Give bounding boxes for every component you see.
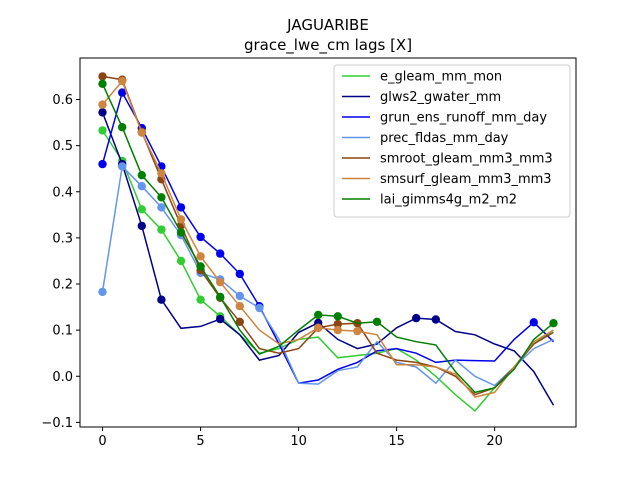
data-point-smsurf_gleam_mm3_mm3 bbox=[98, 100, 107, 109]
data-point-prec_fldas_mm_day bbox=[235, 291, 244, 301]
data-point-smsurf_gleam_mm3_mm3 bbox=[235, 302, 244, 311]
data-point-prec_fldas_mm_day bbox=[137, 182, 146, 191]
data-point-prec_fldas_mm_day bbox=[118, 162, 127, 171]
data-point-glws2_gwater_mm bbox=[157, 295, 166, 304]
data-point-lai_gimms4g_m2_m2 bbox=[333, 312, 342, 321]
data-point-lai_gimms4g_m2_m2 bbox=[137, 171, 146, 180]
data-point-prec_fldas_mm_day bbox=[98, 287, 107, 297]
data-point-smroot_gleam_mm3_mm3 bbox=[235, 317, 244, 326]
y-tick-label: 0.4 bbox=[52, 185, 73, 200]
chart-title: JAGUARIBE bbox=[286, 16, 369, 34]
data-point-smroot_gleam_mm3_mm3 bbox=[98, 72, 107, 81]
data-point-grun_ens_runoff_mm_day bbox=[235, 269, 244, 279]
data-point-smsurf_gleam_mm3_mm3 bbox=[196, 252, 205, 261]
legend-label-lai_gimms4g_m2_m2: lai_gimms4g_m2_m2 bbox=[380, 193, 517, 208]
data-point-smsurf_gleam_mm3_mm3 bbox=[353, 326, 362, 336]
data-point-glws2_gwater_mm bbox=[137, 221, 146, 231]
series-line-glws2_gwater_mm bbox=[101, 112, 555, 406]
data-point-glws2_gwater_mm bbox=[431, 315, 440, 324]
plot-area bbox=[98, 72, 558, 412]
y-tick-label: 0.0 bbox=[52, 370, 73, 385]
series-line-e_gleam_mm_mon bbox=[101, 129, 554, 412]
y-tick-label: 0.5 bbox=[52, 139, 73, 154]
data-point-grun_ens_runoff_mm_day bbox=[196, 232, 205, 242]
data-point-lai_gimms4g_m2_m2 bbox=[216, 292, 225, 302]
legend-label-smsurf_gleam_mm3_mm3: smsurf_gleam_mm3_mm3 bbox=[380, 172, 552, 187]
y-tick-label: −0.1 bbox=[41, 416, 73, 431]
data-point-glws2_gwater_mm bbox=[412, 313, 421, 323]
data-point-e_gleam_mm_mon bbox=[137, 205, 146, 214]
data-point-grun_ens_runoff_mm_day bbox=[176, 203, 186, 212]
data-point-e_gleam_mm_mon bbox=[196, 295, 205, 304]
data-point-e_gleam_mm_mon bbox=[157, 225, 166, 234]
data-point-lai_gimms4g_m2_m2 bbox=[176, 228, 186, 237]
data-point-smsurf_gleam_mm3_mm3 bbox=[118, 76, 127, 86]
data-point-lai_gimms4g_m2_m2 bbox=[118, 123, 127, 132]
y-tick-label: 0.2 bbox=[52, 278, 73, 293]
data-point-prec_fldas_mm_day bbox=[255, 303, 264, 313]
data-point-lai_gimms4g_m2_m2 bbox=[372, 317, 382, 326]
axes-frame bbox=[79, 57, 577, 428]
data-point-lai_gimms4g_m2_m2 bbox=[314, 310, 323, 320]
data-point-smsurf_gleam_mm3_mm3 bbox=[176, 215, 186, 224]
data-point-e_gleam_mm_mon bbox=[98, 126, 107, 135]
data-point-lai_gimms4g_m2_m2 bbox=[549, 319, 558, 328]
series-line-grun_ens_runoff_mm_day bbox=[101, 90, 555, 385]
data-point-e_gleam_mm_mon bbox=[176, 256, 186, 266]
data-point-smroot_gleam_mm3_mm3 bbox=[333, 319, 342, 329]
x-tick-label: 5 bbox=[196, 434, 204, 449]
data-point-smsurf_gleam_mm3_mm3 bbox=[157, 169, 166, 178]
data-point-lai_gimms4g_m2_m2 bbox=[196, 262, 205, 271]
data-point-grun_ens_runoff_mm_day bbox=[118, 88, 127, 97]
legend-label-smroot_gleam_mm3_mm3: smroot_gleam_mm3_mm3 bbox=[380, 152, 553, 167]
legend-label-e_gleam_mm_mon: e_gleam_mm_mon bbox=[380, 70, 502, 85]
legend-label-glws2_gwater_mm: glws2_gwater_mm bbox=[380, 90, 501, 105]
data-point-grun_ens_runoff_mm_day bbox=[98, 159, 107, 169]
x-tick-label: 15 bbox=[388, 434, 405, 449]
data-point-smsurf_gleam_mm3_mm3 bbox=[314, 323, 323, 332]
legend-label-grun_ens_runoff_mm_day: grun_ens_runoff_mm_day bbox=[380, 111, 547, 126]
legend-box bbox=[333, 64, 571, 218]
legend: e_gleam_mm_mon glws2_gwater_mm grun_ens_ru… bbox=[333, 64, 571, 218]
data-point-smsurf_gleam_mm3_mm3 bbox=[137, 128, 146, 137]
data-point-grun_ens_runoff_mm_day bbox=[529, 318, 538, 327]
series-line-lai_gimms4g_m2_m2 bbox=[101, 83, 554, 394]
x-tick-label: 20 bbox=[486, 434, 503, 449]
data-point-lai_gimms4g_m2_m2 bbox=[157, 193, 166, 202]
legend-label-prec_fldas_mm_day: prec_fldas_mm_day bbox=[380, 131, 509, 146]
y-tick-label: 0.6 bbox=[52, 93, 73, 108]
data-point-prec_fldas_mm_day bbox=[157, 203, 166, 212]
axes: 0 5 10 15 20 −0.1 0.0 0.1 0.2 0.3 0.4 0.5 0.6 bbox=[41, 57, 577, 449]
y-tick-label: 0.3 bbox=[52, 231, 73, 246]
data-point-lai_gimms4g_m2_m2 bbox=[98, 79, 107, 89]
data-point-smsurf_gleam_mm3_mm3 bbox=[333, 325, 342, 335]
chart-subtitle: grace_lwe_cm lags [X] bbox=[244, 36, 412, 55]
data-point-glws2_gwater_mm bbox=[98, 108, 107, 117]
x-tick-label: 10 bbox=[290, 434, 307, 449]
data-point-glws2_gwater_mm bbox=[216, 314, 225, 324]
data-point-smsurf_gleam_mm3_mm3 bbox=[216, 278, 225, 287]
x-tick-label: 0 bbox=[98, 434, 106, 449]
series-line-smsurf_gleam_mm3_mm3 bbox=[101, 79, 554, 398]
data-point-grun_ens_runoff_mm_day bbox=[216, 249, 225, 258]
y-tick-label: 0.1 bbox=[52, 324, 73, 339]
